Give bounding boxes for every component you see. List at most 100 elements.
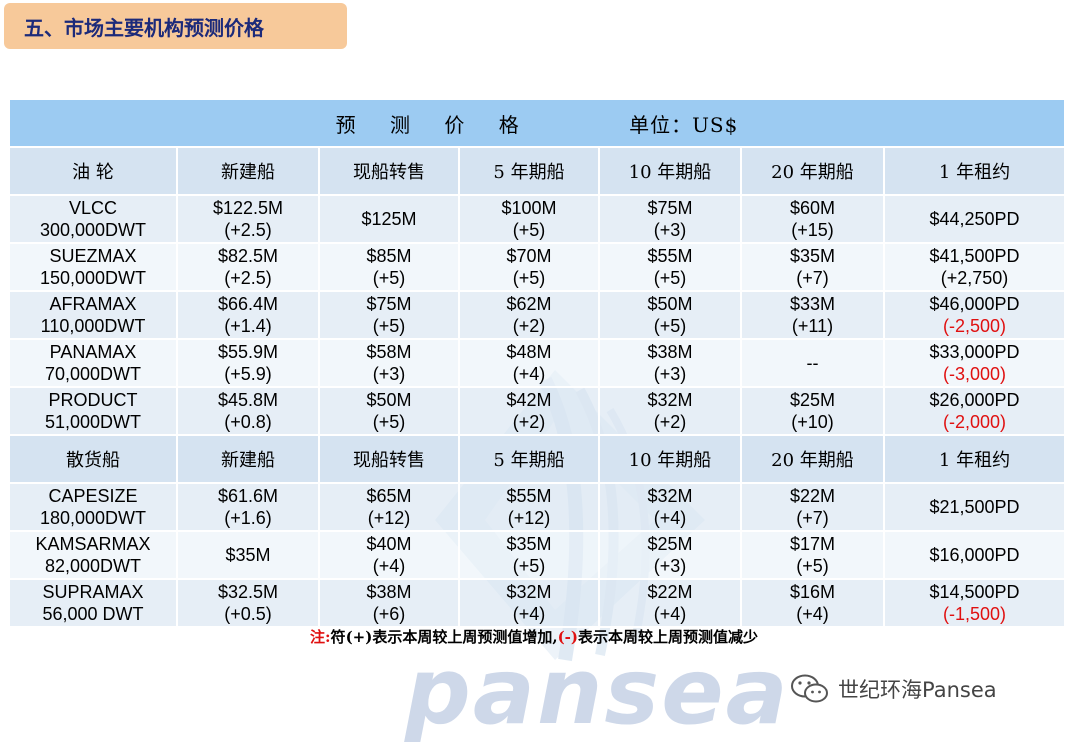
- price-change: (+6): [372, 604, 406, 624]
- price-cell: $100M (+5): [460, 196, 600, 244]
- price-value: $75M: [366, 294, 412, 314]
- note-text-3: 表示本周较上周预测值减少: [577, 628, 758, 646]
- price-cell: $66.4M (+1.4): [178, 292, 320, 340]
- price-cell: $122.5M (+2.5): [178, 196, 320, 244]
- price-change: (+7): [796, 268, 829, 288]
- price-cell: $32M (+4): [600, 484, 742, 532]
- column-header: 油 轮: [10, 148, 178, 196]
- price-value: $50M: [647, 294, 693, 314]
- price-value: $100M: [501, 198, 557, 218]
- vessel-name-cell: PRODUCT 51,000DWT: [10, 388, 178, 436]
- price-change: (+2): [512, 412, 546, 432]
- price-cell: $38M (+3): [600, 340, 742, 388]
- price-cell: $70M (+5): [460, 244, 600, 292]
- price-change: (+2,750): [940, 268, 1009, 288]
- price-value: --: [806, 353, 819, 373]
- section-title: 五、市场主要机构预测价格: [4, 3, 347, 49]
- price-change: (+4): [796, 604, 829, 624]
- column-header: 5 年期船: [460, 436, 600, 484]
- price-change: (+5): [372, 316, 406, 336]
- price-change: (+10): [791, 412, 834, 432]
- price-cell: $33,000PD (-3,000): [885, 340, 1064, 388]
- price-change: (+2.5): [224, 268, 272, 288]
- price-value: $41,500PD: [929, 246, 1020, 266]
- price-value: $33,000PD: [929, 342, 1020, 362]
- price-change: (+1.4): [224, 316, 272, 336]
- table-row: SUEZMAX 150,000DWT $82.5M (+2.5) $85M (+5) $70…: [10, 244, 1064, 292]
- table-row: AFRAMAX 110,000DWT $66.4M (+1.4) $75M (+5) $62…: [10, 292, 1064, 340]
- column-header-row: 散货船 新建船 现船转售 5 年期船 10 年期船 20 年期船 1 年租约: [10, 436, 1064, 484]
- vessel-dwt: 110,000DWT: [40, 316, 146, 336]
- vessel-type: SUPRAMAX: [42, 582, 144, 602]
- note-label: 注:: [310, 628, 331, 646]
- price-cell: $65M (+12): [320, 484, 460, 532]
- vessel-type: AFRAMAX: [49, 294, 137, 314]
- price-value: $60M: [789, 198, 836, 218]
- price-change: (+15): [791, 220, 834, 240]
- vessel-type: VLCC: [68, 198, 117, 218]
- price-value: $25M: [789, 390, 836, 410]
- price-change: (+4): [653, 604, 687, 624]
- note-plus: (+): [345, 628, 373, 646]
- price-value: $122.5M: [212, 198, 284, 218]
- vessel-name-cell: SUPRAMAX 56,000 DWT: [10, 580, 178, 628]
- price-change: (+4): [653, 508, 687, 528]
- price-cell: $60M (+15): [742, 196, 885, 244]
- vessel-dwt: 300,000DWT: [39, 220, 147, 240]
- price-value: $46,000PD: [929, 294, 1020, 314]
- price-change: (+5): [653, 268, 687, 288]
- tanker-section: 油 轮新建船 现船转售 5 年期船 10 年期船 20 年期船 1 年租约 VLCC 300,…: [10, 148, 1064, 436]
- price-cell: $45.8M (+0.8): [178, 388, 320, 436]
- price-change: (+12): [507, 508, 551, 528]
- price-cell: --: [742, 340, 885, 388]
- price-cell: $35M (+7): [742, 244, 885, 292]
- price-cell: $42M (+2): [460, 388, 600, 436]
- price-value: $61.6M: [217, 486, 279, 506]
- price-cell: $50M (+5): [600, 292, 742, 340]
- price-value: $38M: [366, 582, 412, 602]
- price-cell: $38M (+6): [320, 580, 460, 628]
- price-cell: $21,500PD: [885, 484, 1064, 532]
- column-header-row: 油 轮新建船 现船转售 5 年期船 10 年期船 20 年期船 1 年租约: [10, 148, 1064, 196]
- vessel-dwt: 180,000DWT: [39, 508, 147, 528]
- price-value: $58M: [366, 342, 412, 362]
- price-change: (-1,500): [942, 604, 1007, 624]
- price-cell: $32M (+2): [600, 388, 742, 436]
- price-value: $22M: [789, 486, 836, 506]
- price-change: (+0.8): [224, 412, 272, 432]
- price-change: (+3): [653, 220, 687, 240]
- price-cell: $61.6M (+1.6): [178, 484, 320, 532]
- column-header: 现船转售: [320, 436, 460, 484]
- price-change: (+4): [372, 556, 406, 576]
- table-row: SUPRAMAX 56,000 DWT $32.5M (+0.5) $38M (+6) $3…: [10, 580, 1064, 628]
- price-cell: $22M (+4): [600, 580, 742, 628]
- column-header: 20 年期船: [742, 148, 885, 196]
- column-header: 20 年期船: [742, 436, 885, 484]
- price-cell: $82.5M (+2.5): [178, 244, 320, 292]
- vessel-name-cell: AFRAMAX 110,000DWT: [10, 292, 178, 340]
- price-cell: $33M (+11): [742, 292, 885, 340]
- vessel-name-cell: CAPESIZE 180,000DWT: [10, 484, 178, 532]
- table-row: KAMSARMAX 82,000DWT $35M $40M (+4) $35M (+5) $2…: [10, 532, 1064, 580]
- vessel-type: KAMSARMAX: [35, 534, 151, 554]
- price-value: $16,000PD: [929, 545, 1020, 565]
- price-value: $22M: [647, 582, 693, 602]
- price-change: (+5): [512, 220, 546, 240]
- price-cell: $14,500PD (-1,500): [885, 580, 1064, 628]
- vessel-name-cell: SUEZMAX 150,000DWT: [10, 244, 178, 292]
- price-change: (-2,000): [942, 412, 1007, 432]
- price-value: $32.5M: [217, 582, 279, 602]
- price-change: (+7): [796, 508, 829, 528]
- price-value: $55.9M: [217, 342, 279, 362]
- price-cell: $125M: [320, 196, 460, 244]
- price-change: (+2): [512, 316, 546, 336]
- price-value: $44,250PD: [929, 209, 1020, 229]
- price-cell: $16,000PD: [885, 532, 1064, 580]
- table-header: 预 测 价 格 单位：US$: [10, 100, 1064, 148]
- column-header: 10 年期船: [600, 436, 742, 484]
- vessel-type: SUEZMAX: [49, 246, 137, 266]
- price-change: (+5): [372, 412, 406, 432]
- price-change: (+1.6): [224, 508, 272, 528]
- column-header: 5 年期船: [460, 148, 600, 196]
- vessel-dwt: 150,000DWT: [39, 268, 147, 288]
